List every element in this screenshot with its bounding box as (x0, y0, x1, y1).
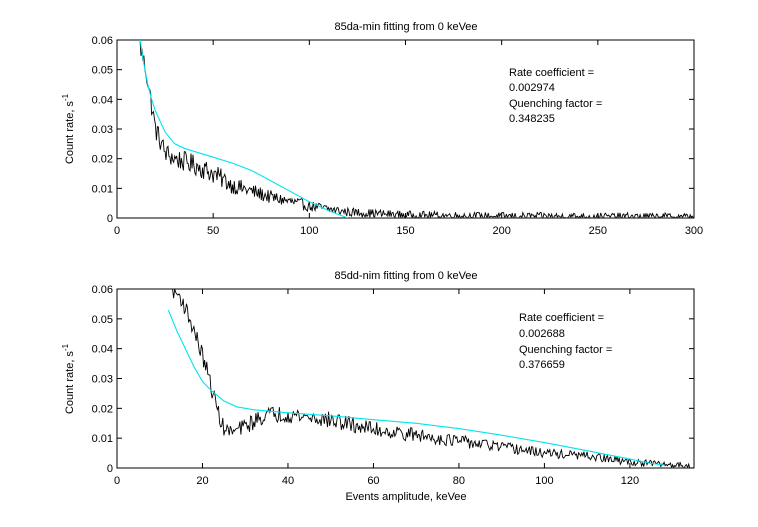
top-y-axis-label-text: Count rate, s (64, 101, 76, 164)
bottom-y-tick-label: 0.05 (92, 314, 113, 326)
top-x-tick-label: 200 (492, 225, 510, 237)
bottom-series-layer (167, 289, 694, 468)
top-x-tick-label: 150 (396, 225, 414, 237)
bottom-x-tick-label: 40 (282, 475, 294, 487)
top-annotation: Rate coefficient = 0.002974 Quenching fa… (509, 67, 602, 125)
bottom-plot-title: 85dd-nim fitting from 0 keVee (334, 270, 477, 282)
top-x-tick-label: 0 (114, 225, 120, 237)
bottom-annotation-line-1: Rate coefficient = (519, 312, 604, 324)
top-y-tick-label: 0.05 (92, 65, 113, 77)
bottom-x-tick-label: 100 (535, 475, 553, 487)
top-tick-layer: 0 50 100 150 200 250 300 0 0.01 0.02 0.03 0.04 0.05 0… (92, 35, 704, 237)
top-x-tick-label: 300 (685, 225, 703, 237)
top-x-tick-label: 50 (207, 225, 219, 237)
bottom-annotation-line-3: Quenching factor = (519, 344, 612, 356)
top-y-axis-label-sup: -1 (61, 93, 70, 101)
bottom-annotation-line-4: 0.376659 (519, 359, 565, 371)
top-y-tick-label: 0 (107, 213, 113, 225)
bottom-y-axis-label: Count rate, s-1 (61, 343, 76, 414)
bottom-x-tick-label: 120 (621, 475, 639, 487)
top-annotation-line-4: 0.348235 (509, 113, 555, 125)
plot-bottom: 85dd-nim fitting from 0 keVee 0 20 40 60 80 1… (61, 270, 695, 503)
bottom-y-axis-label-sup: -1 (61, 343, 70, 351)
top-series-fit (139, 40, 348, 218)
bottom-series-measured (172, 289, 691, 468)
top-y-tick-label: 0.06 (92, 35, 113, 47)
top-y-axis-label: Count rate, s-1 (61, 93, 76, 164)
top-series-layer (139, 40, 694, 218)
top-y-tick-label: 0.01 (92, 183, 113, 195)
plot-top: 85da-min fitting from 0 keVee 0 50 100 150 2… (61, 21, 703, 237)
bottom-series-fit (167, 309, 665, 466)
bottom-annotation-line-2: 0.002688 (519, 328, 565, 340)
top-axes-frame (116, 39, 695, 219)
bottom-y-tick-label: 0.02 (92, 403, 113, 415)
bottom-annotation: Rate coefficient = 0.002688 Quenching fa… (519, 312, 612, 371)
bottom-x-tick-label: 80 (453, 475, 465, 487)
bottom-x-axis-label: Events amplitude, keVee (345, 491, 466, 503)
bottom-x-tick-label: 0 (114, 475, 120, 487)
top-x-tick-label: 100 (300, 225, 318, 237)
bottom-y-tick-label: 0.01 (92, 433, 113, 445)
bottom-x-tick-label: 60 (367, 475, 379, 487)
top-annotation-line-2: 0.002974 (509, 82, 555, 94)
top-y-tick-label: 0.03 (92, 124, 113, 136)
bottom-tick-layer: 0 20 40 60 80 100 120 0 0.01 0.02 0.03 0.04 0.05 0.06 (92, 284, 694, 487)
top-plot-title: 85da-min fitting from 0 keVee (334, 21, 477, 33)
bottom-x-tick-label: 20 (196, 475, 208, 487)
bottom-y-tick-label: 0.04 (92, 344, 113, 356)
top-annotation-line-3: Quenching factor = (509, 98, 602, 110)
top-y-tick-label: 0.02 (92, 154, 113, 166)
bottom-y-tick-label: 0.03 (92, 374, 113, 386)
bottom-y-tick-label: 0.06 (92, 284, 113, 296)
top-annotation-line-1: Rate coefficient = (509, 67, 594, 79)
bottom-y-axis-label-text: Count rate, s (64, 351, 76, 414)
bottom-y-tick-label: 0 (107, 463, 113, 475)
top-x-tick-label: 250 (589, 225, 607, 237)
top-y-tick-label: 0.04 (92, 94, 113, 106)
